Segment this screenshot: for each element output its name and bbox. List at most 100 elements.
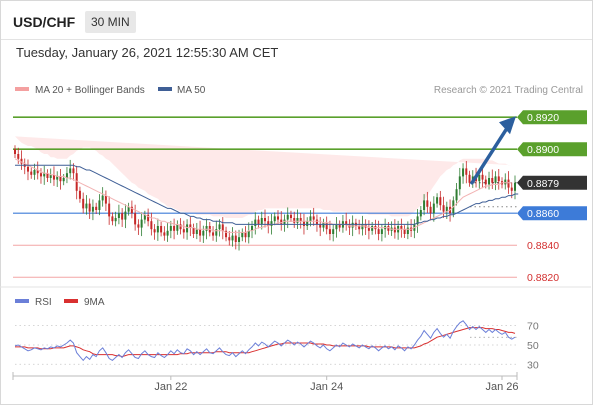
candle-body <box>319 224 322 228</box>
candle-body <box>322 222 325 228</box>
rsi-legend-swatch <box>15 299 29 303</box>
candle-body <box>286 214 289 220</box>
candle-body <box>26 166 29 172</box>
candle-body <box>426 200 429 207</box>
level-tag-0.8900: 0.8900 <box>517 142 587 157</box>
candle <box>442 196 445 218</box>
candle-body <box>52 174 55 180</box>
candle <box>238 229 241 251</box>
candle <box>59 169 62 190</box>
candle <box>374 219 377 235</box>
candle-body <box>163 232 166 236</box>
candle-body <box>429 206 432 214</box>
candle <box>143 210 146 224</box>
candle-body <box>247 230 250 238</box>
candle <box>221 217 224 240</box>
candle <box>176 220 179 235</box>
candle-body <box>130 206 133 214</box>
ma20-legend-label: MA 20 + Bollinger Bands <box>35 85 145 96</box>
candle <box>413 219 416 239</box>
candle <box>108 196 111 225</box>
candle-body <box>439 197 442 206</box>
candle <box>65 166 68 184</box>
candle <box>322 218 325 232</box>
candle <box>127 202 130 216</box>
candle-body <box>361 224 364 230</box>
candle-body <box>491 178 494 183</box>
candle-body <box>166 230 169 236</box>
candle <box>26 159 29 181</box>
candle <box>30 167 33 179</box>
candle <box>56 171 59 187</box>
candle-body <box>59 176 62 182</box>
candle-body <box>137 224 140 228</box>
rsi-tick-label: 30 <box>527 359 539 371</box>
candle <box>367 220 370 240</box>
candle <box>416 209 419 233</box>
candle-body <box>215 229 218 236</box>
candle <box>234 230 237 250</box>
candle <box>419 206 422 221</box>
candle-body <box>124 211 127 220</box>
candle <box>293 211 296 228</box>
candle <box>400 218 403 238</box>
candle-body <box>114 218 117 222</box>
candle-body <box>504 179 507 185</box>
level-label: 0.8920 <box>527 112 559 124</box>
bollinger-bands <box>15 136 512 218</box>
candle <box>423 194 426 216</box>
candle-body <box>400 226 403 230</box>
candle <box>39 168 42 184</box>
candle-body <box>121 213 124 220</box>
candle <box>429 201 432 221</box>
candle <box>117 204 120 225</box>
candle <box>137 219 140 235</box>
candle <box>75 165 78 200</box>
candle <box>455 182 458 206</box>
candle-body <box>238 237 241 242</box>
candle <box>325 216 328 235</box>
candle-body <box>254 219 257 226</box>
candle-body <box>98 200 101 210</box>
candle <box>481 167 484 189</box>
candle <box>410 219 413 238</box>
candle <box>504 173 507 190</box>
candle <box>124 204 127 229</box>
candle-body <box>62 178 65 182</box>
candle-body <box>69 168 72 174</box>
candle-body <box>85 203 88 209</box>
candle-body <box>251 226 254 231</box>
candle <box>348 219 351 235</box>
x-tick-label: Jan 26 <box>485 381 518 393</box>
candle-body <box>387 226 390 231</box>
timeframe-badge[interactable]: 30 MIN <box>85 11 136 33</box>
candle <box>134 204 137 231</box>
level-tag-0.8820: 0.8820 <box>527 272 559 284</box>
price-levels <box>13 116 517 278</box>
level-tag-bg <box>517 110 587 125</box>
level-tag-bg <box>517 206 587 221</box>
candle-body <box>296 218 299 223</box>
candle <box>358 219 361 235</box>
candle-body <box>150 221 153 230</box>
ma50-legend-swatch <box>158 87 172 91</box>
candle-body <box>56 176 59 180</box>
candle <box>254 212 257 235</box>
candle-body <box>189 224 192 228</box>
candle <box>247 222 250 244</box>
candle <box>150 212 153 236</box>
candle <box>43 165 46 185</box>
candle-body <box>488 178 491 185</box>
candle <box>241 228 244 242</box>
rsi-panel: 70 50 30 <box>14 320 539 371</box>
candle <box>488 171 491 190</box>
candle <box>88 198 91 219</box>
candle-body <box>423 200 426 210</box>
candle-body <box>218 224 221 230</box>
candle <box>319 217 322 237</box>
price-legend: MA 20 + Bollinger Bands MA 50 Research ©… <box>15 85 583 96</box>
candle-body <box>111 216 114 222</box>
candle-body <box>82 198 85 209</box>
candle-body <box>186 224 189 233</box>
candle <box>169 220 172 239</box>
